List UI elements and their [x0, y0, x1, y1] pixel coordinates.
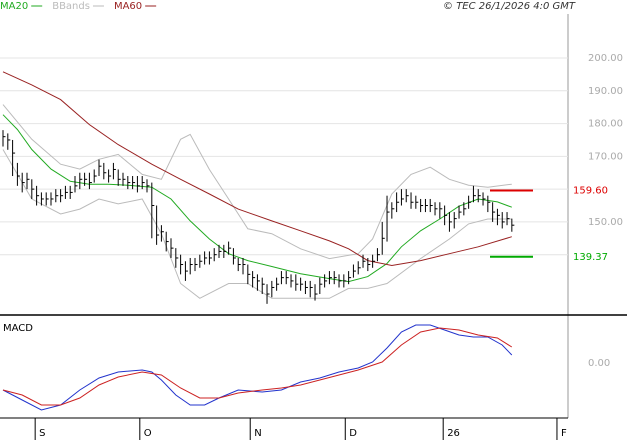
series-line [2, 327, 513, 406]
level-label-bg [570, 249, 626, 264]
level-label-bg [570, 183, 626, 198]
level-label: 159.60 [573, 185, 608, 196]
x-tick-label: O [144, 428, 152, 439]
x-tick-label: 26 [447, 428, 460, 439]
y-tick-label: 200.00 [588, 53, 623, 64]
level-label: 139.37 [573, 252, 608, 263]
y-tick-label: 180.00 [588, 119, 623, 130]
x-tick-label: N [254, 428, 261, 439]
legend-label: BBands [52, 1, 90, 12]
macd-title: MACD [3, 323, 33, 334]
y-tick-label: 150.00 [588, 217, 623, 228]
series-line [2, 114, 512, 283]
series-line [2, 104, 512, 260]
series-line [2, 324, 513, 411]
copyright: © TEC 26/1/2026 4:0 GMT [443, 1, 576, 12]
legend-label: MA20 [0, 1, 28, 12]
series-line [2, 71, 512, 267]
y-tick-label: 170.00 [588, 151, 623, 162]
x-tick-label: F [561, 428, 567, 439]
y-tick-label: 190.00 [588, 86, 623, 97]
x-tick-label: S [39, 428, 45, 439]
y-tick-label: 0.00 [588, 358, 610, 369]
legend-label: MA60 [114, 1, 142, 12]
x-tick-label: D [349, 428, 357, 439]
